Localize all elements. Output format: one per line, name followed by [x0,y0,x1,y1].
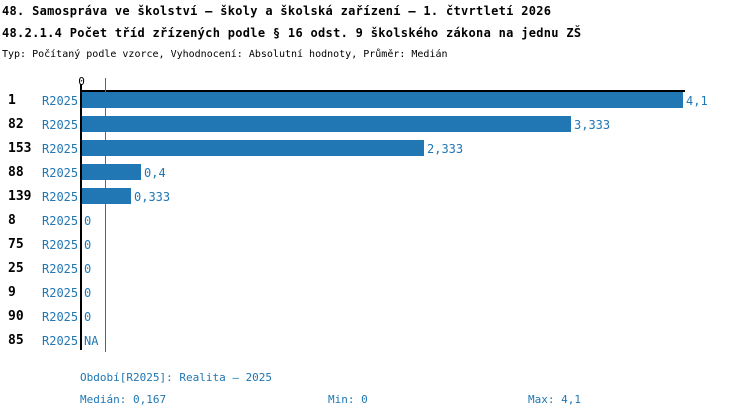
bar [82,92,683,108]
chart-title-line1: 48. Samospráva ve školství – školy a ško… [2,4,552,18]
median-marker-line [105,78,106,352]
bar-value-label: 0,4 [144,166,166,180]
row-category-label: 88 [8,165,24,180]
row-category-label: 139 [8,189,32,204]
chart-meta-line: Typ: Počítaný podle vzorce, Vyhodnocení:… [2,49,448,60]
row-series-label: R2025 [42,190,79,204]
bar-value-label: 0 [84,262,92,276]
bar [82,116,571,132]
bar-value-label: 3,333 [574,118,611,132]
footer-max-value: Max: 4,1 [528,393,581,406]
footer-min-value: Min: 0 [328,393,368,406]
y-axis-line [80,84,82,350]
bar [82,188,131,204]
row-category-label: 153 [8,141,32,156]
row-series-label: R2025 [42,310,79,324]
bar [82,164,141,180]
x-axis-line [81,90,685,92]
bar-value-label: 0,333 [134,190,171,204]
bar-value-label: 0 [84,238,92,252]
bar-value-label: 4,1 [686,94,708,108]
row-series-label: R2025 [42,94,79,108]
bar-value-label: 0 [84,214,92,228]
footer-period-label: Období[R2025]: Realita – 2025 [80,371,273,384]
footer-median-value: Medián: 0,167 [80,393,167,406]
row-category-label: 85 [8,333,24,348]
row-category-label: 82 [8,117,24,132]
row-category-label: 75 [8,237,24,252]
row-series-label: R2025 [42,166,79,180]
row-series-label: R2025 [42,118,79,132]
row-category-label: 1 [8,93,16,108]
row-series-label: R2025 [42,238,79,252]
chart-title-line2: 48.2.1.4 Počet tříd zřízených podle § 16… [2,26,582,40]
row-category-label: 9 [8,285,16,300]
row-series-label: R2025 [42,142,79,156]
bar [82,140,424,156]
row-category-label: 25 [8,261,24,276]
bar-value-label: 0 [84,310,92,324]
row-series-label: R2025 [42,334,79,348]
x-axis-zero-tick-label: 0 [78,75,85,88]
bar-value-label: NA [84,334,99,348]
row-series-label: R2025 [42,214,79,228]
bar-value-label: 0 [84,286,92,300]
row-category-label: 90 [8,309,24,324]
row-series-label: R2025 [42,262,79,276]
bar-value-label: 2,333 [427,142,464,156]
row-category-label: 8 [8,213,16,228]
row-series-label: R2025 [42,286,79,300]
